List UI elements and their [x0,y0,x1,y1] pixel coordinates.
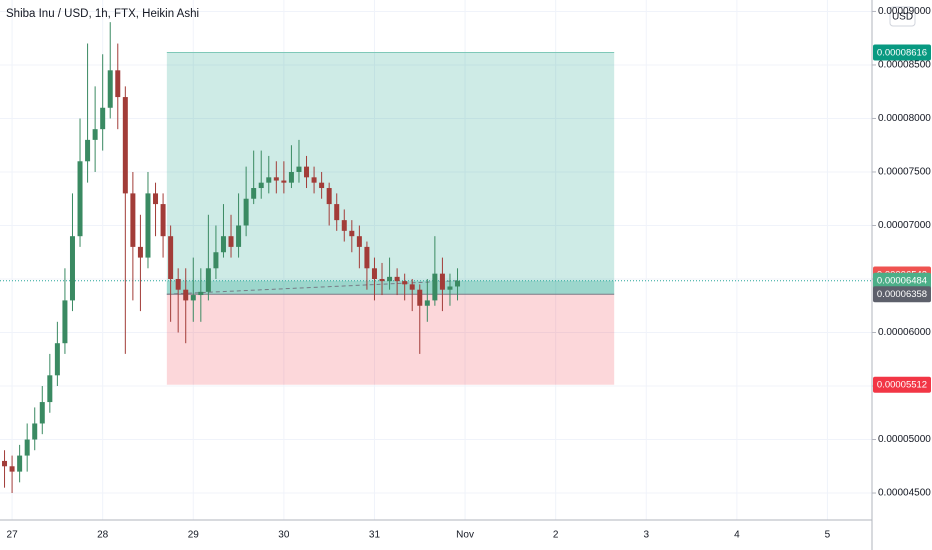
x-tick-label: Nov [456,530,474,541]
x-tick-label: 27 [7,530,19,541]
x-tick-label: 4 [734,530,740,541]
candle-body [349,230,355,237]
price-tag-label: 0.00006484 [877,276,927,287]
candle-body [122,97,128,194]
candle-body [266,177,272,183]
candle-body [205,268,211,292]
candle-body [160,204,166,237]
candle-body [281,180,287,183]
candle-body [228,236,234,247]
candle-body [296,166,302,172]
y-tick-label: 0.00007000 [878,220,931,231]
candle-body [115,70,121,98]
candle-body [220,236,226,253]
candle-body [77,161,83,237]
candle-body [130,193,136,247]
candle-body [288,171,294,183]
candle-body [251,188,257,199]
x-tick-label: 5 [825,530,831,541]
candle-body [432,273,438,301]
candle-body [168,236,174,279]
candle-body [175,278,181,290]
candle-body [387,276,393,282]
candle-body [409,284,415,290]
candle-body [326,188,332,205]
candle-body [311,177,317,183]
price-tag-label: 0.00008616 [877,48,927,59]
axes [0,0,873,550]
candle-body [371,268,377,279]
candle-body [54,343,60,376]
candle-body [190,295,196,301]
candle-body [258,182,264,189]
candle-body [145,193,151,258]
candle-body [334,204,340,221]
candle-body [32,423,38,440]
candle-body [356,236,362,247]
candle-body [304,166,310,178]
price-tag [873,376,931,393]
y-tick-label: 0.00005000 [878,434,931,445]
open-profit [166,280,615,295]
candle-body [39,402,45,424]
candles [2,22,461,494]
candle-body [394,276,400,282]
candle-body [417,289,423,306]
candle-body [424,300,430,306]
candle-body [273,177,279,181]
x-tick-label: 30 [278,530,290,541]
candle-body [213,252,219,269]
candle-body [402,281,408,285]
price-tag [873,44,931,61]
candle-body [319,182,325,189]
candle-body [17,455,23,472]
candle-body [447,286,453,290]
candle-body [85,139,91,162]
candle-body [455,280,461,287]
position-tool [0,52,872,385]
price-tag [873,286,931,303]
price-tag-label: 0.00005512 [877,380,927,391]
candle-body [137,246,143,258]
x-tick-label: 28 [97,530,109,541]
candle-body [9,466,15,472]
candle-body [243,198,249,226]
y-tick-label: 0.00004500 [878,488,931,499]
candle-body [69,236,75,301]
candle-body [379,278,385,282]
chart-title: Shiba Inu / USD, 1h, FTX, Heikin Ashi [6,8,199,20]
candle-body [2,460,8,467]
y-tick-label: 0.00007500 [878,167,931,178]
x-tick-label: 31 [369,530,381,541]
candle-body [236,225,242,247]
candle-body [107,70,113,108]
price-tag [873,272,931,289]
x-tick-label: 29 [188,530,200,541]
y-tick-label: 0.00009000 [878,6,931,17]
candle-body [364,246,370,269]
y-tick-label: 0.00008000 [878,113,931,124]
currency-button[interactable] [889,6,916,27]
candle-body [47,375,53,403]
currency-label[interactable]: USD [892,12,913,23]
y-tick-label: 0.00006000 [878,327,931,338]
price-tag-label: 0.00006358 [877,289,927,300]
profit-zone [166,52,615,295]
candle-body [183,289,189,301]
candle-body [198,291,204,296]
candle-body [341,220,347,231]
x-tick-label: 2 [553,530,559,541]
candle-body [24,439,30,456]
candle-body [439,273,445,290]
x-tick-label: 3 [643,530,649,541]
candle-body [153,193,159,205]
y-tick-label: 0.00008500 [878,60,931,71]
candle-body [92,129,98,140]
loss-zone [166,294,615,385]
candle-body [100,107,106,130]
candle-body [62,300,68,344]
